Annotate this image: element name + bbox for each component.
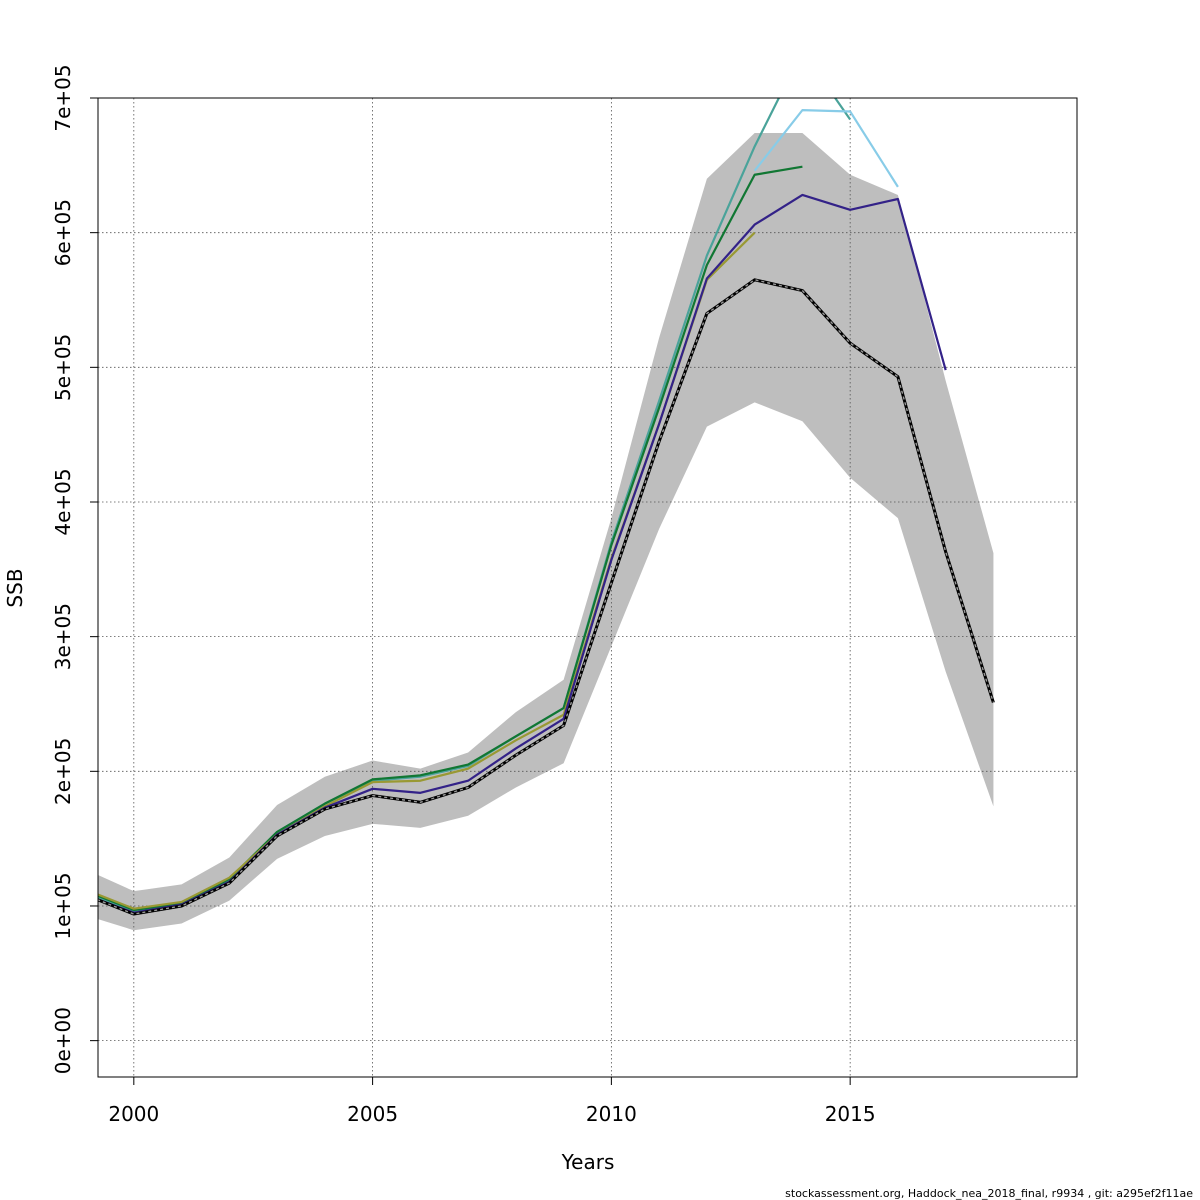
x-tick-label-2010: 2010 [586, 1102, 637, 1126]
plot-frame [97, 97, 1078, 1078]
series-layer [98, 98, 995, 916]
y-tick-label-300000: 3e+05 [51, 603, 75, 670]
confidence-band [98, 133, 994, 931]
y-tick-label-700000: 7e+05 [51, 64, 75, 131]
x-tick-label-2000: 2000 [108, 1102, 159, 1126]
y-tick-label-600000: 6e+05 [51, 199, 75, 266]
y-tick-label-200000: 2e+05 [51, 738, 75, 805]
footer-caption: stockassessment.org, Haddock_nea_2018_fi… [785, 1187, 1193, 1200]
x-axis-title: Years [561, 1150, 615, 1174]
y-tick-label-500000: 5e+05 [51, 334, 75, 401]
y-tick-label-0: 0e+00 [51, 1007, 75, 1074]
series-line-2 [98, 165, 803, 912]
series-line-5-dash [98, 279, 995, 915]
y-axis-title: SSB [3, 568, 27, 607]
axis-layer: 2000 2005 2010 2015 0e+00 1e+05 2e+05 3e+05 4e+0… [51, 64, 876, 1126]
y-tick-label-100000: 1e+05 [51, 872, 75, 939]
y-tick-label-400000: 4e+05 [51, 468, 75, 535]
x-tick-label-2015: 2015 [825, 1102, 876, 1126]
x-tick-label-2005: 2005 [347, 1102, 398, 1126]
series-line-1 [753, 109, 899, 188]
confidence-band-layer [98, 133, 994, 931]
